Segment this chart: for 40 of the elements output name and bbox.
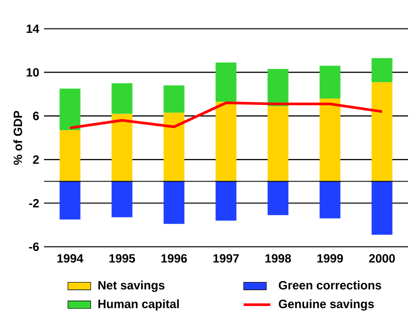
legend-label: Human capital [98, 299, 179, 311]
bar [268, 181, 288, 216]
bar [164, 85, 184, 113]
bar [216, 62, 236, 102]
legend-label: Net savings [98, 280, 164, 292]
bar [112, 114, 132, 182]
bar [112, 181, 132, 218]
x-tick-label: 1997 [213, 254, 239, 263]
y-tick-label: -6 [29, 242, 39, 251]
x-tick-label: 1999 [317, 254, 343, 263]
x-tick-label: 1995 [109, 254, 136, 263]
x-tick-label: 1996 [161, 254, 187, 263]
legend-label: Green corrections [278, 280, 382, 290]
x-tick-label: 1994 [57, 254, 84, 263]
bar [112, 83, 132, 114]
bar [164, 181, 184, 224]
bar [372, 181, 392, 235]
y-tick-label: -2 [29, 198, 39, 208]
x-tick-label: 1998 [265, 254, 291, 263]
bar [60, 181, 80, 220]
bar [320, 66, 340, 98]
y-tick-label: 14 [26, 24, 40, 33]
bar [60, 130, 80, 182]
y-tick-label: 2 [33, 155, 39, 164]
bar [216, 181, 236, 221]
bar [372, 82, 392, 182]
bar [320, 98, 340, 182]
bar [60, 88, 80, 130]
line-series [68, 102, 384, 130]
y-axis-title: % of GDP [13, 110, 22, 165]
bar [216, 102, 236, 182]
bar [372, 58, 392, 82]
bar [268, 69, 288, 106]
bar [164, 112, 184, 182]
bar [268, 106, 288, 182]
legend-label: Genuine savings [278, 299, 374, 311]
y-tick-label: 6 [33, 112, 39, 120]
y-tick-label: 10 [26, 68, 39, 77]
bar [320, 181, 340, 218]
x-tick-label: 2000 [369, 254, 395, 263]
